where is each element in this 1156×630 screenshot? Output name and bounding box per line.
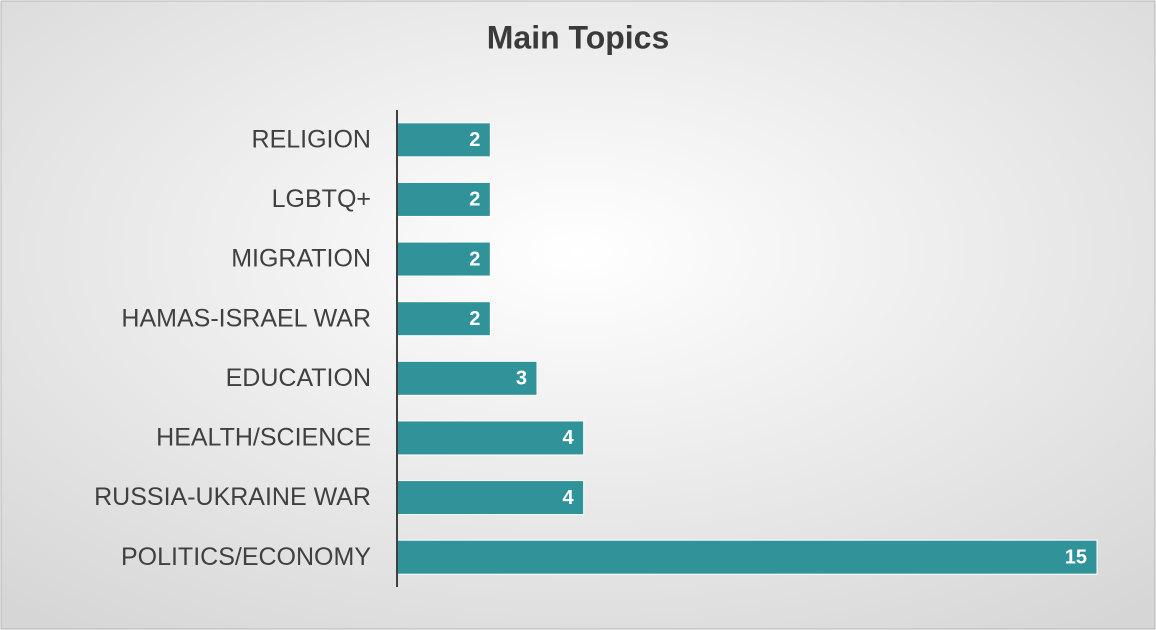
bar bbox=[396, 480, 585, 516]
y-tick-label: HAMAS-ISRAEL WAR bbox=[121, 304, 371, 332]
y-tick-label: RUSSIA-UKRAINE WAR bbox=[94, 483, 371, 511]
bar bbox=[396, 181, 491, 217]
data-label: 2 bbox=[469, 189, 480, 211]
bar bbox=[396, 301, 491, 337]
data-label: 2 bbox=[469, 248, 480, 270]
y-tick-label: POLITICS/ECONOMY bbox=[121, 543, 371, 571]
data-label: 2 bbox=[469, 129, 480, 151]
bar bbox=[396, 122, 491, 158]
data-label: 4 bbox=[563, 487, 575, 509]
data-label: 4 bbox=[563, 427, 575, 449]
y-tick-label: HEALTH/SCIENCE bbox=[156, 424, 371, 452]
data-label: 3 bbox=[516, 368, 527, 390]
bar bbox=[396, 539, 1098, 575]
y-tick-label: LGBTQ+ bbox=[272, 185, 371, 213]
bar bbox=[396, 241, 491, 277]
data-label: 15 bbox=[1065, 546, 1087, 568]
y-tick-label: MIGRATION bbox=[231, 245, 371, 273]
y-tick-label: RELIGION bbox=[252, 125, 371, 153]
chart-title: Main Topics bbox=[487, 19, 670, 55]
data-label: 2 bbox=[469, 308, 480, 330]
y-tick-label: EDUCATION bbox=[226, 364, 371, 392]
bar bbox=[396, 420, 585, 456]
